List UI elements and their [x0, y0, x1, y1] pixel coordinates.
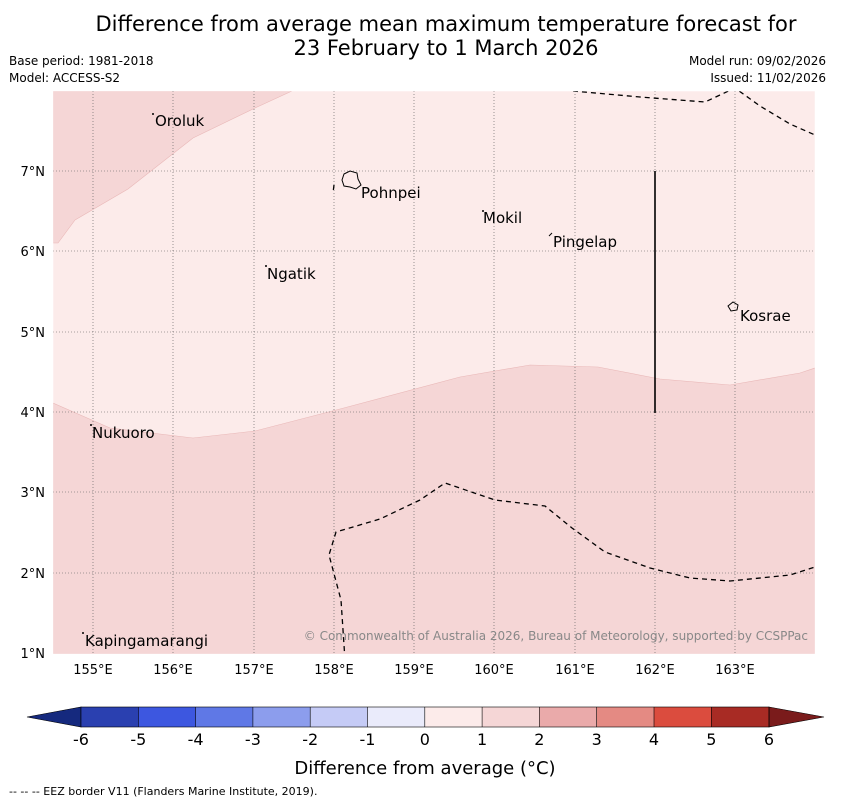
- lon-tick-label: 161°E: [555, 663, 595, 678]
- longitude-axis: 155°E 156°E 157°E 158°E 159°E 160°E 161°…: [73, 663, 755, 678]
- model-name: Model: ACCESS-S2: [9, 71, 121, 85]
- colorbar-title: Difference from average (°C): [294, 758, 555, 779]
- title-line-2: 23 February to 1 March 2026: [293, 36, 599, 60]
- colorbar-tick-label: 1: [477, 730, 487, 749]
- colorbar-tick-label: -5: [130, 730, 146, 749]
- colorbar-high-extension: [768, 706, 825, 728]
- lon-tick-label: 159°E: [394, 663, 434, 678]
- pohnpei-island-outline: [341, 170, 362, 190]
- colorbar-bin: [424, 707, 483, 727]
- map-area: Oroluk Pohnpei Mokil Pingelap Ngatik Kos…: [53, 91, 815, 654]
- eez-legend-note: -- -- -- EEZ border V11 (Flanders Marine…: [9, 785, 318, 798]
- colorbar-bin: [654, 707, 712, 727]
- place-label-kosrae: Kosrae: [740, 307, 791, 325]
- issued-date: Issued: 11/02/2026: [710, 71, 826, 85]
- copyright-notice: © Commonwealth of Australia 2026, Bureau…: [304, 629, 808, 643]
- pingelap-atoll-mark: [548, 232, 553, 237]
- oroluk-atoll-dot: [152, 113, 154, 115]
- lon-tick-label: 155°E: [73, 663, 113, 678]
- model-run: Model run: 09/02/2026: [688, 54, 826, 68]
- place-label-nukuoro: Nukuoro: [92, 424, 155, 442]
- colorbar-tick-label: -4: [188, 730, 204, 749]
- map-frame: [52, 90, 816, 655]
- lat-tick-label: 1°N: [21, 647, 46, 662]
- lon-tick-label: 158°E: [314, 663, 354, 678]
- lon-tick-label: 156°E: [153, 663, 193, 678]
- fill-band-1-2-south: [53, 364, 815, 654]
- lat-tick-label: 5°N: [21, 326, 46, 341]
- colorbar-tick-label: -6: [73, 730, 89, 749]
- place-label-pingelap: Pingelap: [553, 233, 617, 251]
- colorbar-tick-label: 0: [420, 730, 430, 749]
- place-label-mokil: Mokil: [483, 209, 522, 227]
- ngatik-atoll-dot: [265, 265, 267, 267]
- colorbar: -6 -5 -4 -3 -2 -1 0 1 2 3 4 5 6 Differen…: [26, 706, 825, 779]
- mokil-atoll-dot: [482, 210, 484, 212]
- colorbar-bin: [367, 707, 425, 727]
- lat-tick-label: 3°N: [21, 486, 46, 501]
- colorbar-tick-label: 4: [649, 730, 659, 749]
- colorbar-tick-label: 6: [764, 730, 774, 749]
- colorbar-tick-label: 3: [592, 730, 602, 749]
- colorbar-tick-label: 2: [534, 730, 544, 749]
- colorbar-bin: [539, 707, 597, 727]
- place-labels: Oroluk Pohnpei Mokil Pingelap Ngatik Kos…: [85, 112, 791, 650]
- kosrae-island-outline: [727, 301, 739, 312]
- colorbar-bin: [596, 707, 654, 727]
- colorbar-bin: [138, 707, 196, 727]
- run-info: Model run: 09/02/2026 Issued: 11/02/2026: [689, 53, 826, 87]
- place-label-pohnpei: Pohnpei: [361, 184, 421, 202]
- colorbar-low-extension: [26, 706, 82, 728]
- lat-tick-label: 7°N: [21, 165, 46, 180]
- colorbar-bin: [310, 707, 368, 727]
- lon-tick-label: 162°E: [635, 663, 675, 678]
- colorbar-tick-label: -3: [245, 730, 261, 749]
- kapingamarangi-atoll-dot: [82, 632, 84, 634]
- eez-border: [328, 91, 815, 654]
- colorbar-bin: [482, 707, 540, 727]
- colorbar-bin: [252, 707, 311, 727]
- lon-tick-label: 160°E: [474, 663, 514, 678]
- colorbar-bin: [81, 707, 139, 727]
- nukuoro-atoll-dot: [90, 424, 92, 426]
- colorbar-bin: [195, 707, 253, 727]
- colorbar-bin: [711, 707, 769, 727]
- place-label-oroluk: Oroluk: [155, 112, 204, 130]
- lon-tick-label: 163°E: [715, 663, 755, 678]
- place-label-kapingamarangi: Kapingamarangi: [85, 632, 208, 650]
- fill-band-1-2-north: [53, 91, 293, 244]
- lat-tick-label: 6°N: [21, 245, 46, 260]
- lat-tick-label: 2°N: [21, 567, 46, 582]
- colorbar-ticks: -6 -5 -4 -3 -2 -1 0 1 2 3 4 5 6: [73, 730, 774, 749]
- lat-tick-label: 4°N: [21, 406, 46, 421]
- model-info: Base period: 1981-2018 Model: ACCESS-S2: [9, 53, 154, 87]
- colorbar-tick-label: 5: [706, 730, 716, 749]
- colorbar-tick-label: -2: [302, 730, 318, 749]
- base-period: Base period: 1981-2018: [9, 54, 154, 68]
- latitude-axis: 7°N 6°N 5°N 4°N 3°N 2°N 1°N: [21, 165, 46, 662]
- lon-tick-label: 157°E: [234, 663, 274, 678]
- title-line-1: Difference from average mean maximum tem…: [95, 12, 797, 36]
- chart-title: Difference from average mean maximum tem…: [0, 12, 850, 60]
- colorbar-tick-label: -1: [360, 730, 376, 749]
- place-label-ngatik: Ngatik: [267, 265, 316, 283]
